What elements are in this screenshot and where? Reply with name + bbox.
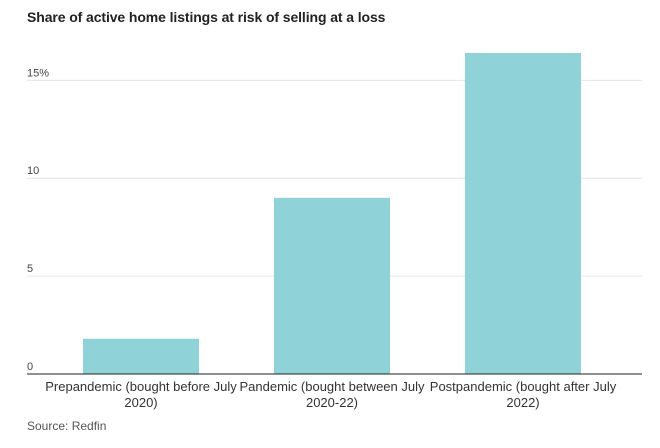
- bar: [83, 338, 199, 374]
- bars: [83, 52, 581, 374]
- bar: [274, 197, 390, 374]
- chart-title: Share of active home listings at risk of…: [27, 9, 386, 25]
- category-label: 2020-22): [306, 395, 358, 410]
- source-note: Source: Redfin: [27, 419, 107, 433]
- y-tick-label: 10: [27, 165, 39, 177]
- y-tick-label: 0: [27, 361, 33, 373]
- category-label: Postpandemic (bought after July: [430, 379, 617, 394]
- category-label: Prepandemic (bought before July: [45, 379, 237, 394]
- bar: [465, 52, 581, 374]
- y-tick-label: 5: [27, 263, 33, 275]
- y-tick-labels: 0 5 10 15%: [27, 67, 49, 373]
- category-label: 2022): [506, 395, 539, 410]
- y-tick-label: 15%: [27, 67, 49, 79]
- category-label: 2020): [124, 395, 157, 410]
- category-label: Pandemic (bought between July: [239, 379, 425, 394]
